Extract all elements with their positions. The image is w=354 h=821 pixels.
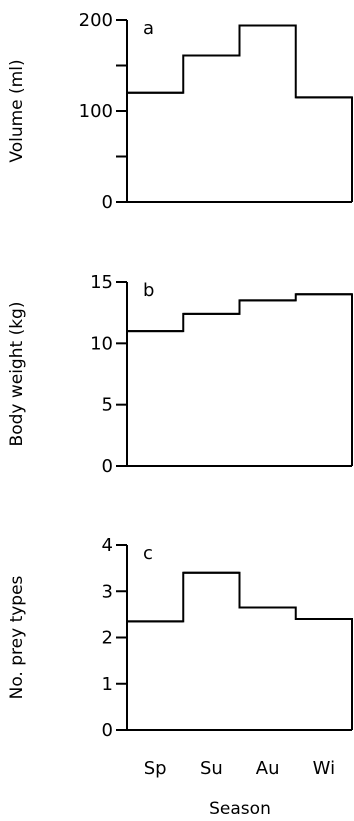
y-tick-label: 100 bbox=[79, 101, 113, 122]
y-tick-label: 3 bbox=[102, 581, 113, 602]
step-series-b bbox=[126, 293, 353, 466]
y-axis-title: No. prey types bbox=[7, 575, 27, 699]
panel-c: 0 1 2 3 4 c No. prey types bbox=[7, 535, 353, 741]
y-tick-label: 1 bbox=[102, 674, 113, 695]
y-tick-label: 0 bbox=[102, 720, 113, 741]
panel-a: 0 100 200 a Volume (ml) bbox=[7, 10, 353, 213]
y-axis-title: Body weight (kg) bbox=[7, 302, 27, 447]
x-tick-label: Sp bbox=[144, 758, 167, 779]
panel-letter: c bbox=[143, 543, 153, 564]
step-series-c bbox=[126, 571, 353, 730]
y-tick-label: 15 bbox=[90, 272, 113, 293]
y-tick-label: 10 bbox=[90, 333, 113, 354]
x-tick-label: Au bbox=[256, 758, 280, 779]
x-tick-label: Wi bbox=[313, 758, 335, 779]
y-tick-label: 5 bbox=[102, 395, 113, 416]
x-tick-label: Su bbox=[200, 758, 223, 779]
panel-b: 0 5 10 15 b Body weight (kg) bbox=[7, 272, 353, 477]
x-axis-title: Season bbox=[209, 799, 271, 819]
step-series-a bbox=[126, 24, 353, 202]
y-tick-label: 0 bbox=[102, 192, 113, 213]
y-tick-label: 200 bbox=[79, 10, 113, 31]
y-tick-label: 0 bbox=[102, 456, 113, 477]
y-tick-label: 2 bbox=[102, 628, 113, 649]
y-tick-label: 4 bbox=[102, 535, 113, 556]
panel-letter: a bbox=[143, 18, 154, 39]
panel-letter: b bbox=[143, 280, 154, 301]
y-axis-title: Volume (ml) bbox=[7, 59, 27, 162]
